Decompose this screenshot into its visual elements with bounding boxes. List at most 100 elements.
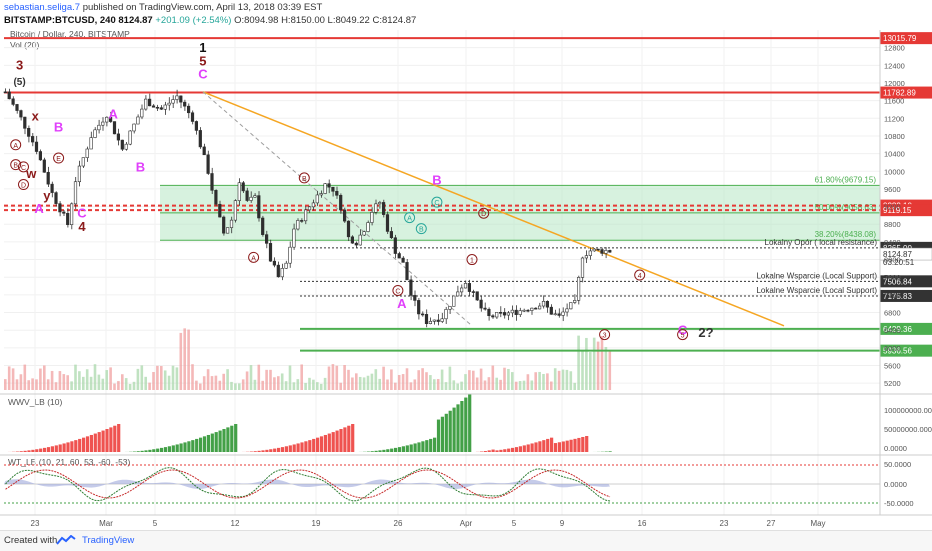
candle-body	[585, 256, 588, 258]
y-tick-label: 5600	[884, 362, 901, 371]
y-tick-label: 6800	[884, 309, 901, 318]
volume-bar	[261, 381, 264, 390]
wwv-bar	[378, 450, 381, 452]
wt-panel: 50.00000.0000-50.0000	[4, 460, 914, 508]
wwv-bar	[332, 432, 335, 452]
wwv-bar	[414, 443, 417, 452]
wwv-bar	[66, 442, 69, 452]
candle-body	[250, 197, 253, 200]
x-tick-label: 23	[31, 519, 40, 528]
volume-bar	[542, 374, 545, 390]
wwv-bar	[148, 450, 151, 452]
candle-body	[207, 155, 210, 174]
volume-bar	[308, 378, 311, 390]
candle-body	[515, 310, 518, 314]
wave-label: x	[32, 109, 40, 124]
tradingview-link[interactable]: TradingView	[82, 535, 134, 546]
volume-bar	[593, 338, 596, 390]
wwv-bar	[581, 437, 584, 452]
wwv-bar	[515, 447, 518, 452]
volume-bar	[519, 381, 522, 390]
candle-body	[570, 303, 573, 309]
wwv-bar	[538, 441, 541, 452]
candle-body	[230, 220, 233, 228]
volume-bar	[534, 372, 537, 390]
volume-bar	[195, 381, 198, 390]
volume-bar	[562, 370, 565, 390]
volume-bar	[480, 369, 483, 390]
x-tick-label: 26	[394, 519, 403, 528]
wwv-bar	[86, 436, 89, 452]
wwv-bar	[261, 450, 264, 452]
wave-label: A	[34, 201, 44, 216]
candle-body	[410, 280, 413, 296]
candle-body	[394, 238, 397, 254]
volume-bar	[499, 380, 502, 390]
wwv-bar	[445, 414, 448, 452]
candle-body	[90, 138, 93, 149]
wwv-bar	[281, 447, 284, 452]
candle-body	[113, 122, 116, 134]
wwv-axis-label: 0.0000	[884, 444, 907, 453]
candle-body	[203, 147, 206, 155]
candle-body	[492, 316, 495, 317]
wwv-bar	[464, 398, 467, 452]
candle-body	[332, 187, 335, 191]
candle-body	[589, 251, 592, 256]
wwv-bar	[269, 449, 272, 452]
candle-body	[406, 262, 409, 279]
x-tick-label: 27	[767, 519, 776, 528]
volume-bar	[156, 366, 159, 390]
volume-bar	[273, 377, 276, 390]
y-tick-label: 7600	[884, 273, 901, 282]
wwv-bar	[39, 449, 42, 452]
wave-label: B	[136, 159, 145, 174]
wave-label: B	[432, 173, 441, 188]
wave-circle-label: D	[481, 211, 486, 218]
volume-bar	[476, 377, 479, 390]
y-tick-label: 12400	[884, 61, 905, 70]
volume-bar	[449, 367, 452, 390]
wwv-bar	[152, 449, 155, 452]
candle-body	[300, 220, 303, 221]
y-tick-label: 10800	[884, 132, 905, 141]
volume-bar	[495, 378, 498, 390]
candle-body	[542, 301, 545, 306]
wwv-bar	[105, 429, 108, 452]
wwv-bar	[609, 451, 612, 452]
candle-body	[98, 125, 101, 130]
volume-bar	[129, 384, 132, 390]
candle-body	[78, 166, 81, 182]
volume-bar	[577, 336, 580, 390]
price-tag-text: 13015.79	[883, 34, 917, 43]
candle-body	[495, 312, 498, 317]
volume-bar	[585, 338, 588, 390]
candle-body	[180, 96, 183, 102]
volume-bar	[570, 371, 573, 390]
volume-bar	[609, 350, 612, 390]
wave-circle-label: B	[419, 227, 424, 234]
volume-bar	[66, 375, 69, 390]
price-chart[interactable]: 61.80%(9679.15)50.00%(9058.63)38.20%(843…	[0, 0, 932, 530]
volume-bar	[347, 370, 350, 390]
wwv-bar	[316, 438, 319, 452]
x-tick-label: 16	[638, 519, 647, 528]
candle-body	[137, 117, 140, 124]
wwv-bar	[460, 401, 463, 452]
wwv-bar	[285, 446, 288, 452]
volume-bar	[289, 366, 292, 390]
wave-label: 4	[78, 219, 86, 234]
wwv-bar	[441, 417, 444, 452]
wwv-bar	[78, 439, 81, 452]
wwv-bar	[429, 439, 432, 452]
volume-bars	[4, 328, 611, 390]
candle-body	[219, 204, 222, 217]
candle-body	[499, 312, 502, 313]
volume-bar	[121, 374, 124, 390]
candle-body	[12, 99, 15, 105]
volume-bar	[183, 328, 186, 390]
volume-bar	[27, 380, 30, 390]
wave-circle-label: 1	[470, 258, 474, 265]
volume-bar	[168, 376, 171, 390]
volume-bar	[425, 372, 428, 390]
